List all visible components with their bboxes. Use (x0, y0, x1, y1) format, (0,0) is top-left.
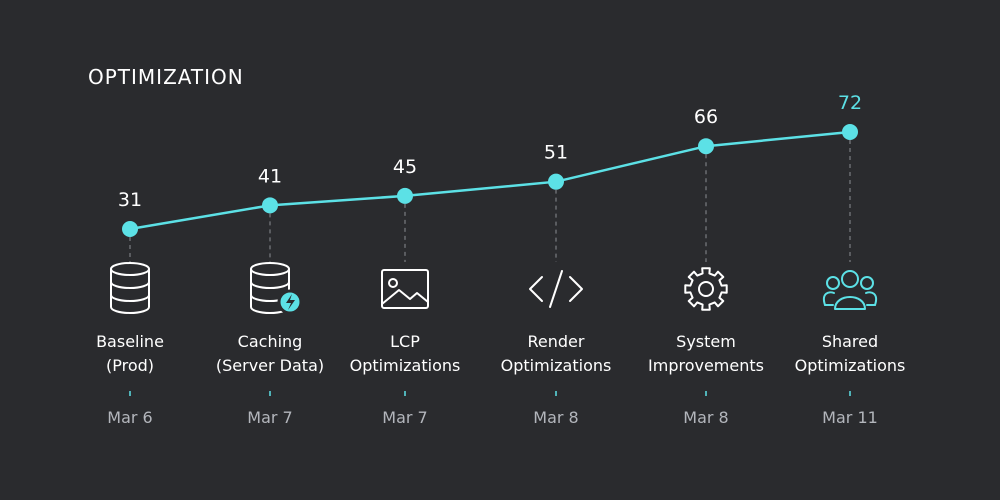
stage-icons (110, 262, 877, 315)
category-label-line1: Render (528, 332, 585, 351)
value-labels: 31 41 45 51 66 72 (118, 92, 862, 211)
series-line-layer (129, 130, 851, 231)
database-icon (110, 262, 150, 314)
date-labels: Mar 6 Mar 7 Mar 7 Mar 8 Mar 8 Mar 11 (107, 408, 878, 427)
category-label-line2: Optimizations (795, 356, 906, 375)
date-label: Mar 7 (382, 408, 427, 427)
category-label-line1: Baseline (96, 332, 164, 351)
category-label-line2: Improvements (648, 356, 764, 375)
data-point (262, 197, 278, 214)
dash-guides (129, 132, 851, 262)
data-point (698, 138, 714, 155)
data-point (842, 124, 858, 140)
database-bolt-icon (250, 262, 303, 315)
value-label: 41 (258, 165, 282, 187)
data-point (122, 221, 138, 237)
image-icon (381, 269, 429, 309)
category-label-line1: Shared (822, 332, 878, 351)
data-point (548, 173, 564, 190)
date-label: Mar 7 (247, 408, 292, 427)
category-label-line1: LCP (390, 332, 420, 351)
code-icon (529, 270, 583, 308)
category-label-line1: System (676, 332, 736, 351)
gear-icon (684, 267, 728, 311)
value-label: 66 (694, 106, 718, 128)
date-label: Mar 6 (107, 408, 152, 427)
category-label-line2: (Server Data) (216, 356, 324, 375)
series-line (129, 130, 851, 231)
category-labels: Baseline (Prod) Caching (Server Data) LCP Opt… (96, 332, 905, 375)
value-label: 51 (544, 142, 568, 164)
value-label: 31 (118, 189, 142, 211)
date-ticks (129, 391, 851, 396)
date-label: Mar 8 (683, 408, 728, 427)
category-label-line2: Optimizations (350, 356, 461, 375)
users-icon (823, 270, 877, 310)
category-label-line1: Caching (238, 332, 303, 351)
category-label-line2: (Prod) (106, 356, 154, 375)
data-points (122, 124, 858, 237)
date-label: Mar 8 (533, 408, 578, 427)
data-point (397, 187, 413, 204)
chart-title: OPTIMIZATION (88, 65, 244, 89)
date-label: Mar 11 (822, 408, 878, 427)
category-label-line2: Optimizations (501, 356, 612, 375)
value-label: 45 (393, 156, 417, 178)
value-label: 72 (838, 92, 862, 114)
